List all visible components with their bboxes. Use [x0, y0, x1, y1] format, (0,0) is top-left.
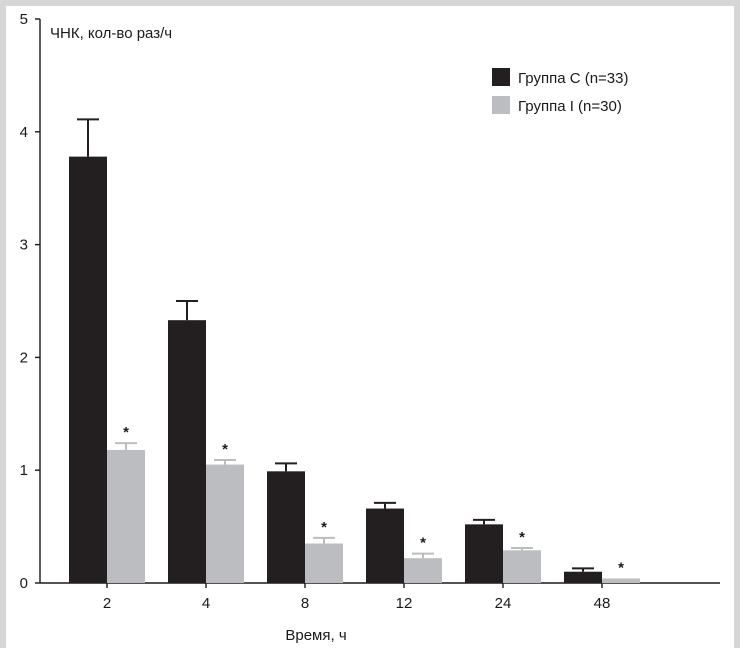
bar [305, 543, 343, 583]
significance-marker: * [420, 535, 426, 552]
bar [465, 524, 503, 583]
y-tick-label: 2 [20, 349, 28, 366]
y-tick-label: 1 [20, 462, 28, 479]
bar [168, 320, 206, 583]
bar [503, 550, 541, 583]
legend-label: Группа С (n=33) [518, 70, 629, 87]
significance-marker: * [321, 519, 327, 536]
legend-swatch [492, 68, 510, 86]
significance-marker: * [618, 559, 624, 576]
bars: * * * * * * [69, 118, 640, 583]
bar [206, 464, 244, 583]
legend-swatch [492, 96, 510, 114]
x-axis: 2 4 8 12 24 48 [40, 582, 720, 612]
bar [602, 578, 640, 583]
y-tick-label: 0 [20, 575, 28, 592]
legend-label: Группа I (n=30) [518, 98, 622, 115]
bar [107, 449, 145, 583]
bar [267, 471, 305, 583]
x-tick-label: 8 [301, 595, 309, 612]
y-tick-label: 3 [20, 237, 28, 254]
bar [69, 156, 107, 583]
y-axis: 0 1 2 3 4 5 [20, 11, 41, 592]
bar [564, 571, 602, 583]
y-tick-label: 4 [20, 124, 28, 141]
x-tick-label: 12 [396, 595, 413, 612]
y-axis-title: ЧНК, кол-во раз/ч [50, 25, 172, 42]
y-tick-label: 5 [20, 11, 28, 28]
x-tick-label: 2 [103, 595, 111, 612]
x-tick-label: 24 [495, 595, 512, 612]
legend: Группа С (n=33) Группа I (n=30) [492, 68, 629, 115]
x-tick-label: 48 [594, 595, 611, 612]
bar [366, 508, 404, 583]
significance-marker: * [519, 529, 525, 546]
x-axis-title: Время, ч [285, 627, 346, 644]
significance-marker: * [123, 424, 129, 441]
x-tick-label: 4 [202, 595, 210, 612]
significance-marker: * [222, 441, 228, 458]
bar [404, 558, 442, 583]
